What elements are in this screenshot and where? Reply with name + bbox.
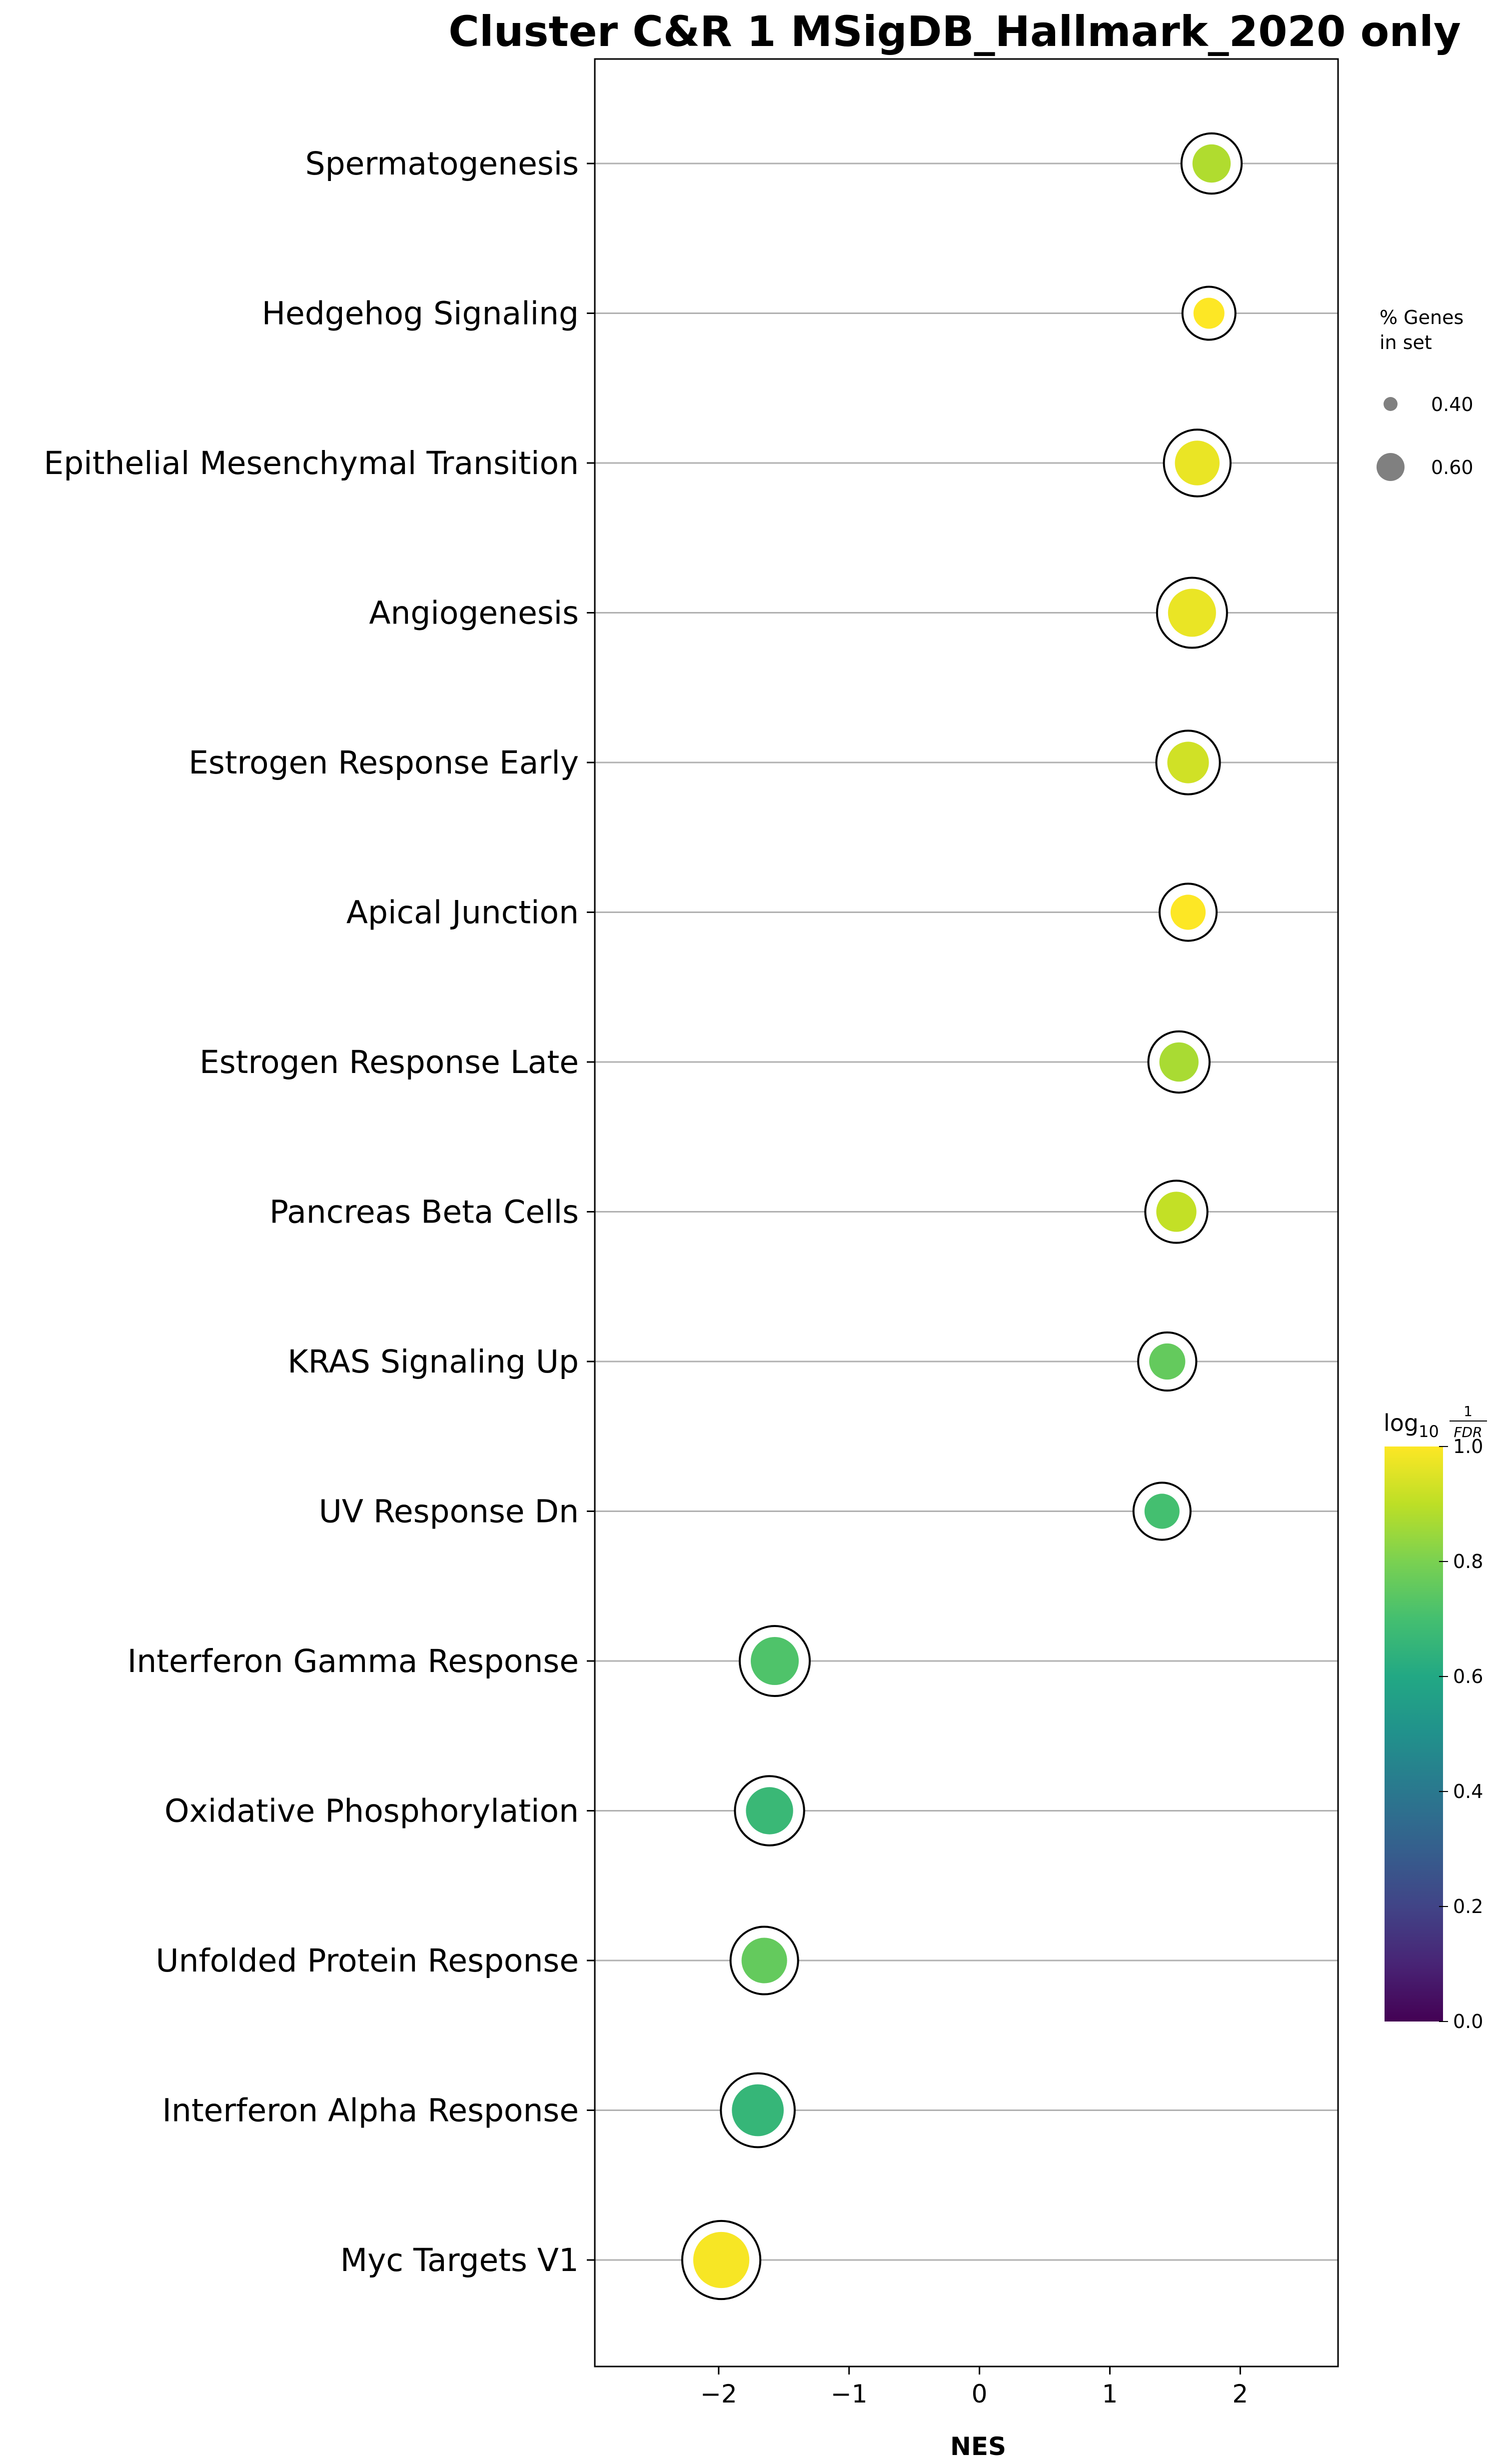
category-label: KRAS Signaling Up [287,1344,579,1380]
x-tick-label: −1 [831,2380,868,2408]
size-legend-marker [1377,453,1405,481]
x-tick-label: −2 [700,2380,737,2408]
marker-dot [1175,440,1220,486]
colorbar-tick-label: 0.4 [1453,1780,1483,1802]
data-point [1155,730,1221,796]
category-label: Myc Targets V1 [340,2242,579,2278]
plot-frame [594,58,1339,2368]
data-point [1144,1180,1209,1244]
marker-dot [1156,1192,1197,1232]
category-label: Spermatogenesis [305,146,579,182]
data-point [738,1624,811,1698]
size-legend-label: 0.60 [1431,456,1474,478]
marker-dot [1170,894,1206,930]
category-label: Interferon Alpha Response [162,2092,579,2129]
category-label: Epithelial Mesenchymal Transition [44,445,579,482]
category-label: Estrogen Response Early [188,744,579,781]
marker-dot [750,1636,799,1686]
chart-title: Cluster C&R 1 MSigDB_Hallmark_2020 only [448,7,1461,56]
colorbar-gradient [1385,1446,1443,2022]
category-label: Interferon Gamma Response [127,1643,579,1680]
colorbar-tick-label: 0.6 [1453,1666,1483,1688]
data-point [1132,1482,1192,1541]
colorbar-tick-label: 0.0 [1453,2010,1483,2032]
x-axis-label: NES [950,2432,1006,2461]
marker-dot [1159,1042,1199,1082]
colorbar-tick-label: 1.0 [1453,1436,1483,1458]
category-labels: Spermatogenesis Hedgehog Signaling Epithel… [44,146,595,2278]
marker-dot [1144,1494,1180,1529]
data-point [720,2072,796,2148]
category-label: UV Response Dn [319,1494,579,1530]
size-legend-title-line1: % Genes [1380,306,1464,328]
data-point [734,1775,805,1846]
marker-dot [1193,298,1225,329]
data-markers [681,132,1243,2300]
colorbar-title-denominator: FDR [1454,1424,1482,1440]
data-point [1156,576,1228,649]
colorbar: log10 1 FDR 0.0 0.2 0.4 0.6 0.8 1.0 [1384,1403,1487,2032]
marker-dot [1192,144,1231,183]
category-label: Estrogen Response Late [199,1044,579,1080]
x-tick-label: 2 [1232,2380,1248,2408]
gridlines [595,162,1338,2261]
category-label: Angiogenesis [369,595,579,632]
marker-dot [1149,1343,1186,1380]
category-label: Pancreas Beta Cells [269,1194,579,1230]
category-label: Apical Junction [346,894,579,931]
data-point [681,2220,762,2300]
marker-dot [693,2232,750,2288]
category-label: Unfolded Protein Response [156,1942,579,1979]
marker-dot [732,2084,784,2136]
size-legend-title-line2: in set [1380,332,1432,354]
size-legend: % Genes in set 0.40 0.60 [1377,306,1474,481]
data-point [1137,1331,1198,1392]
colorbar-tick-label: 0.2 [1453,1896,1483,1918]
x-tick-label: 1 [1102,2380,1118,2408]
data-point [1147,1030,1211,1094]
x-axis: −2 −1 0 1 2 [700,2366,1248,2408]
marker-dot [1168,588,1216,637]
data-point [1181,286,1237,341]
data-point [1158,882,1218,942]
colorbar-title: log10 [1384,1410,1439,1441]
data-point [1180,132,1243,195]
colorbar-tick-label: 0.8 [1453,1550,1483,1572]
colorbar-title-numerator: 1 [1464,1403,1473,1420]
size-legend-label: 0.40 [1431,394,1474,416]
size-legend-marker [1384,397,1398,411]
category-label: Oxidative Phosphorylation [164,1793,579,1830]
data-point [729,1926,799,1996]
category-label: Hedgehog Signaling [262,296,579,332]
marker-dot [746,1787,793,1834]
marker-dot [741,1938,787,1984]
marker-dot [1167,742,1209,784]
data-point [1163,428,1232,498]
x-tick-label: 0 [972,2380,988,2408]
